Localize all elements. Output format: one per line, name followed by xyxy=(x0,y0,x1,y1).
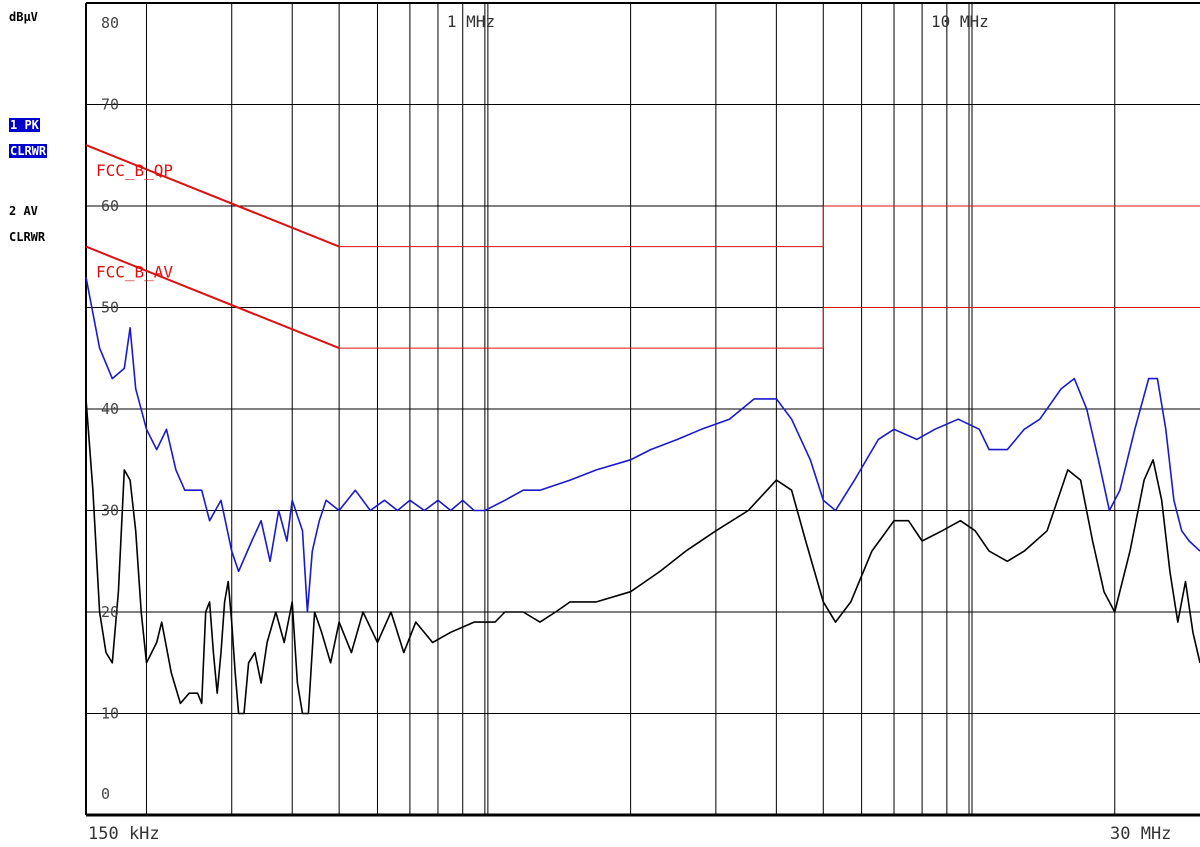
limit-line-label: FCC_B_QP xyxy=(96,161,173,180)
y-tick-label: 30 xyxy=(101,502,119,520)
limit-lines: FCC_B_QP FCC_B_AV xyxy=(85,144,1200,350)
y-tick-label: 0 xyxy=(101,785,110,803)
limit-line-segment xyxy=(85,144,340,248)
y-tick-label: 80 xyxy=(101,14,119,32)
unit-label: dBµV xyxy=(9,10,38,24)
traces xyxy=(85,276,1200,715)
y-tick-label: 60 xyxy=(101,197,119,215)
y-tick-label: 10 xyxy=(101,705,119,723)
x-top-label: 1 MHz xyxy=(447,12,495,31)
limit-line-label: FCC_B_AV xyxy=(96,263,173,282)
x-bottom-label: 30 MHz xyxy=(1110,824,1171,844)
trace-2-label: 2 AV xyxy=(9,204,38,218)
x-top-label: 10 MHz xyxy=(931,12,989,31)
y-tick-label: 40 xyxy=(101,400,119,418)
limit-line-segment xyxy=(85,245,340,350)
trace-av-line xyxy=(85,398,1200,715)
y-tick-label: 20 xyxy=(101,603,119,621)
trace-2-mode: CLRWR xyxy=(9,230,46,244)
x-bottom-label: 150 kHz xyxy=(88,824,160,844)
axis-labels: 0 10 20 30 40 50 60 70 80 1 MHz 10 MHz 150 kHz 30 MH… xyxy=(88,12,1171,844)
y-tick-label: 70 xyxy=(101,96,119,114)
y-tick-label: 50 xyxy=(101,299,119,317)
trace-1-label: 1 PK xyxy=(9,118,40,132)
grid xyxy=(86,3,1200,815)
trace-pk-line xyxy=(85,276,1200,613)
trace-1-mode: CLRWR xyxy=(9,144,48,158)
